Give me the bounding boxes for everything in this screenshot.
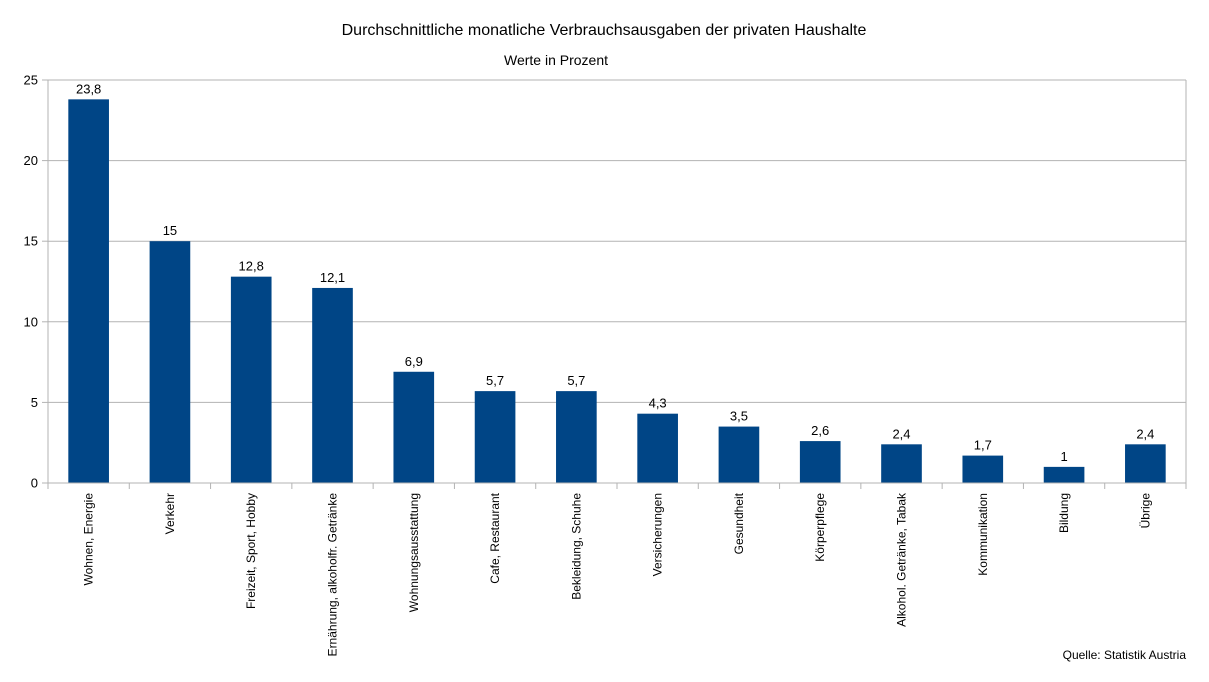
chart-title: Durchschnittliche monatliche Verbrauchsa… bbox=[342, 22, 867, 39]
bar bbox=[474, 391, 516, 483]
bar-value-label: 23,8 bbox=[76, 81, 101, 96]
category-label: Gesundheit bbox=[732, 492, 746, 554]
category-label: Cafe, Restaurant bbox=[488, 492, 502, 583]
bar-value-label: 2,4 bbox=[1136, 426, 1154, 441]
y-axis: 0 5 10 15 20 25 bbox=[24, 73, 1187, 491]
bar bbox=[962, 455, 1004, 483]
bar bbox=[149, 241, 191, 483]
y-tick-label: 0 bbox=[31, 476, 38, 491]
bar bbox=[312, 287, 353, 483]
category-label: Bildung bbox=[1057, 493, 1071, 533]
bar-value-label: 4,3 bbox=[649, 396, 667, 411]
y-tick-label: 20 bbox=[24, 153, 38, 168]
bar-value-label: 12,8 bbox=[239, 259, 264, 274]
category-label: Wohnen, Energie bbox=[82, 493, 96, 586]
bar-value-label: 5,7 bbox=[486, 373, 504, 388]
bar-value-label: 3,5 bbox=[730, 409, 748, 424]
bar bbox=[1125, 444, 1166, 483]
category-label: Kommunikation bbox=[976, 493, 990, 576]
value-labels: 23,8 15 12,8 12,1 6,9 5,7 5,7 4,3 3,5 2,6 2,4 1,7 1 2… bbox=[76, 81, 1154, 464]
bar bbox=[230, 276, 272, 483]
bar bbox=[393, 371, 435, 483]
bar bbox=[556, 391, 597, 483]
category-label: Versicherungen bbox=[651, 493, 665, 576]
bar-value-label: 2,6 bbox=[811, 423, 829, 438]
bar-value-label: 1,7 bbox=[974, 438, 992, 453]
y-tick-label: 10 bbox=[24, 314, 38, 329]
bars bbox=[68, 99, 1166, 484]
bar bbox=[718, 426, 760, 483]
category-label: Körperpflege bbox=[813, 493, 827, 562]
source-note: Quelle: Statistik Austria bbox=[1063, 648, 1187, 662]
bar-value-label: 6,9 bbox=[405, 354, 423, 369]
category-label: Alkohol. Getränke, Tabak bbox=[895, 492, 909, 627]
bar bbox=[881, 444, 922, 483]
bar-value-label: 2,4 bbox=[892, 426, 910, 441]
bar bbox=[637, 413, 678, 483]
category-label: Übrige bbox=[1138, 493, 1152, 529]
y-tick-label: 5 bbox=[31, 395, 38, 410]
category-label: Verkehr bbox=[163, 493, 177, 534]
bar bbox=[799, 441, 841, 483]
category-label: Freizeit, Sport, Hobby bbox=[244, 493, 258, 609]
bar-value-label: 15 bbox=[163, 223, 177, 238]
bar-value-label: 5,7 bbox=[567, 373, 585, 388]
bar bbox=[1043, 466, 1085, 483]
bar-value-label: 1 bbox=[1060, 449, 1067, 464]
bar-value-label: 12,1 bbox=[320, 270, 345, 285]
y-tick-label: 25 bbox=[24, 73, 38, 88]
category-label: Bekleidung, Schuhe bbox=[569, 493, 583, 600]
category-label: Wohnungsausstattung bbox=[407, 493, 421, 612]
chart-subtitle: Werte in Prozent bbox=[504, 52, 608, 68]
gridlines bbox=[48, 79, 1186, 484]
y-tick-label: 15 bbox=[24, 234, 38, 249]
category-label: Ernährung, alkoholfr. Getränke bbox=[326, 493, 340, 657]
bar bbox=[68, 99, 109, 484]
x-axis: Wohnen, Energie Verkehr Freizeit, Sport, H… bbox=[47, 482, 1187, 657]
